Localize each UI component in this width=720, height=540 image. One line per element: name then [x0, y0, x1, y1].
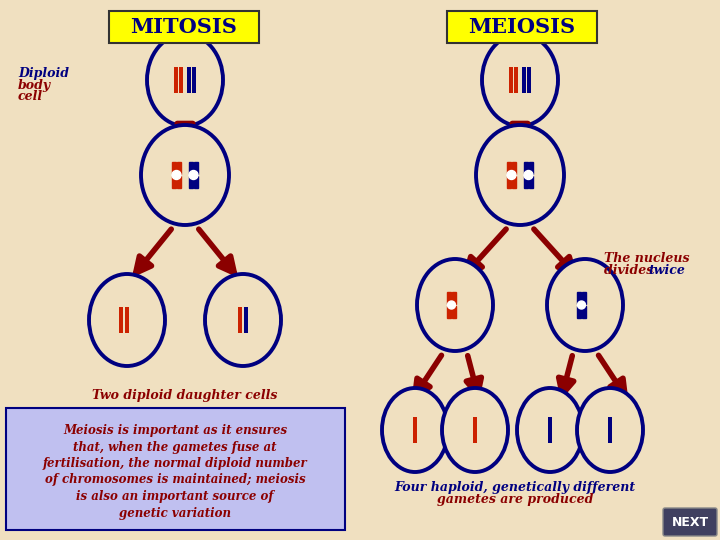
Bar [522, 67, 526, 93]
Bar [194, 162, 198, 174]
Text: Two diploid daughter cells: Two diploid daughter cells [92, 388, 278, 402]
Bar [514, 67, 518, 93]
Text: is also an important source of: is also an important source of [76, 490, 274, 503]
FancyBboxPatch shape [109, 11, 259, 43]
Circle shape [577, 301, 585, 309]
Bar [447, 306, 451, 318]
Ellipse shape [417, 259, 493, 351]
Bar [582, 306, 586, 318]
Ellipse shape [205, 274, 281, 366]
Text: gametes are produced: gametes are produced [437, 494, 593, 507]
Bar [125, 307, 129, 333]
Bar [189, 176, 193, 188]
Bar [119, 307, 123, 333]
Text: body: body [18, 78, 51, 91]
Bar [177, 162, 181, 174]
Bar [529, 176, 533, 188]
Bar [413, 417, 417, 443]
Bar [189, 162, 193, 174]
Bar [509, 67, 513, 93]
Text: genetic variation: genetic variation [119, 507, 231, 519]
Text: MEIOSIS: MEIOSIS [469, 17, 575, 37]
Bar [527, 67, 531, 93]
Bar [524, 162, 528, 174]
Bar [172, 162, 176, 174]
Bar [548, 417, 552, 443]
Bar [473, 417, 477, 443]
Bar [172, 176, 176, 188]
Text: The nucleus: The nucleus [604, 252, 690, 265]
Text: Four haploid, genetically different: Four haploid, genetically different [395, 481, 636, 494]
Bar [177, 176, 181, 188]
Bar [582, 292, 586, 304]
Text: divides: divides [604, 265, 657, 278]
Ellipse shape [517, 388, 583, 472]
Circle shape [172, 171, 181, 179]
Ellipse shape [141, 125, 229, 225]
Text: MITOSIS: MITOSIS [130, 17, 238, 37]
Text: fertilisation, the normal diploid number: fertilisation, the normal diploid number [42, 457, 307, 470]
Bar [238, 307, 242, 333]
Bar [524, 176, 528, 188]
Text: NEXT: NEXT [672, 516, 708, 529]
Ellipse shape [482, 34, 558, 126]
Bar [577, 292, 581, 304]
Text: Meiosis is important as it ensures: Meiosis is important as it ensures [63, 424, 287, 437]
Ellipse shape [547, 259, 623, 351]
Text: twice: twice [648, 265, 685, 278]
Bar [179, 67, 183, 93]
Text: cell: cell [18, 91, 43, 104]
Circle shape [507, 171, 516, 179]
Ellipse shape [147, 34, 223, 126]
Bar [608, 417, 612, 443]
Ellipse shape [442, 388, 508, 472]
Circle shape [189, 171, 198, 179]
Text: Diploid: Diploid [18, 66, 69, 79]
Bar [447, 292, 451, 304]
FancyBboxPatch shape [663, 508, 717, 536]
Circle shape [448, 301, 456, 309]
Bar [577, 306, 581, 318]
Bar [192, 67, 196, 93]
Ellipse shape [89, 274, 165, 366]
Ellipse shape [382, 388, 448, 472]
Ellipse shape [476, 125, 564, 225]
Bar [507, 162, 511, 174]
FancyBboxPatch shape [6, 408, 345, 530]
Bar [174, 67, 178, 93]
Text: that, when the gametes fuse at: that, when the gametes fuse at [73, 441, 276, 454]
Ellipse shape [577, 388, 643, 472]
FancyBboxPatch shape [447, 11, 597, 43]
Bar [529, 162, 533, 174]
Bar [452, 292, 456, 304]
Bar [187, 67, 191, 93]
Bar [244, 307, 248, 333]
Bar [452, 306, 456, 318]
Bar [507, 176, 511, 188]
Text: of chromosomes is maintained; meiosis: of chromosomes is maintained; meiosis [45, 474, 305, 487]
Bar [512, 162, 516, 174]
Circle shape [524, 171, 533, 179]
Bar [512, 176, 516, 188]
Bar [194, 176, 198, 188]
